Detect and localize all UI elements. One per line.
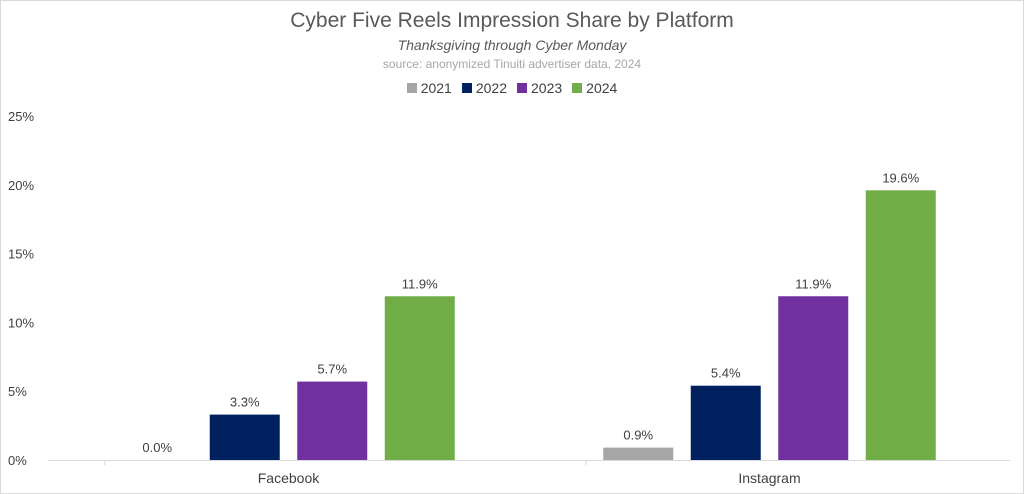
legend-item-2023: 2023	[517, 80, 562, 96]
bar-instagram-2024	[865, 190, 936, 460]
legend-swatch-2024	[572, 83, 583, 93]
chart-title: Cyber Five Reels Impression Share by Pla…	[290, 9, 734, 32]
y-tick-label: 15%	[8, 247, 34, 262]
y-tick-label: 5%	[8, 384, 27, 399]
legend-item-2021: 2021	[406, 80, 452, 96]
data-label: 19.6%	[882, 170, 919, 185]
chart-source: source: anonymized Tinuiti advertiser da…	[382, 57, 642, 71]
data-label: 0.0%	[142, 440, 172, 455]
data-label: 11.9%	[402, 276, 438, 291]
legend-swatch-2023	[517, 83, 527, 93]
bar-facebook-2022	[209, 414, 280, 460]
y-tick-label: 25%	[8, 109, 34, 124]
y-tick-label: 10%	[8, 315, 34, 330]
legend-label-2024: 2024	[586, 80, 618, 96]
legend-swatch-2021	[406, 83, 417, 93]
data-label: 3.3%	[230, 395, 260, 410]
x-tick-label: Facebook	[258, 470, 320, 486]
y-tick-label: 20%	[8, 178, 34, 193]
chart-subtitle: Thanksgiving through Cyber Monday	[397, 37, 627, 53]
legend-label-2022: 2022	[475, 80, 507, 96]
chart-legend: 2021 2022 2023 2024	[0, 80, 1024, 96]
legend-swatch-2022	[461, 83, 472, 93]
bar-facebook-2024	[384, 296, 455, 460]
data-label: 5.4%	[711, 366, 741, 381]
legend-label-2021: 2021	[420, 80, 452, 96]
data-label: 5.7%	[317, 362, 347, 377]
data-label: 11.9%	[795, 276, 831, 291]
x-tick-label: Instagram	[738, 470, 800, 486]
y-tick-label: 0%	[8, 453, 27, 468]
legend-item-2024: 2024	[572, 80, 617, 96]
bar-instagram-2021	[603, 447, 674, 460]
bar-facebook-2023	[297, 381, 368, 460]
legend-label-2023: 2023	[531, 80, 563, 96]
data-label: 0.9%	[623, 428, 653, 443]
legend-item-2022: 2022	[461, 80, 507, 96]
bar-instagram-2022	[690, 385, 761, 460]
bar-instagram-2023	[778, 296, 849, 460]
